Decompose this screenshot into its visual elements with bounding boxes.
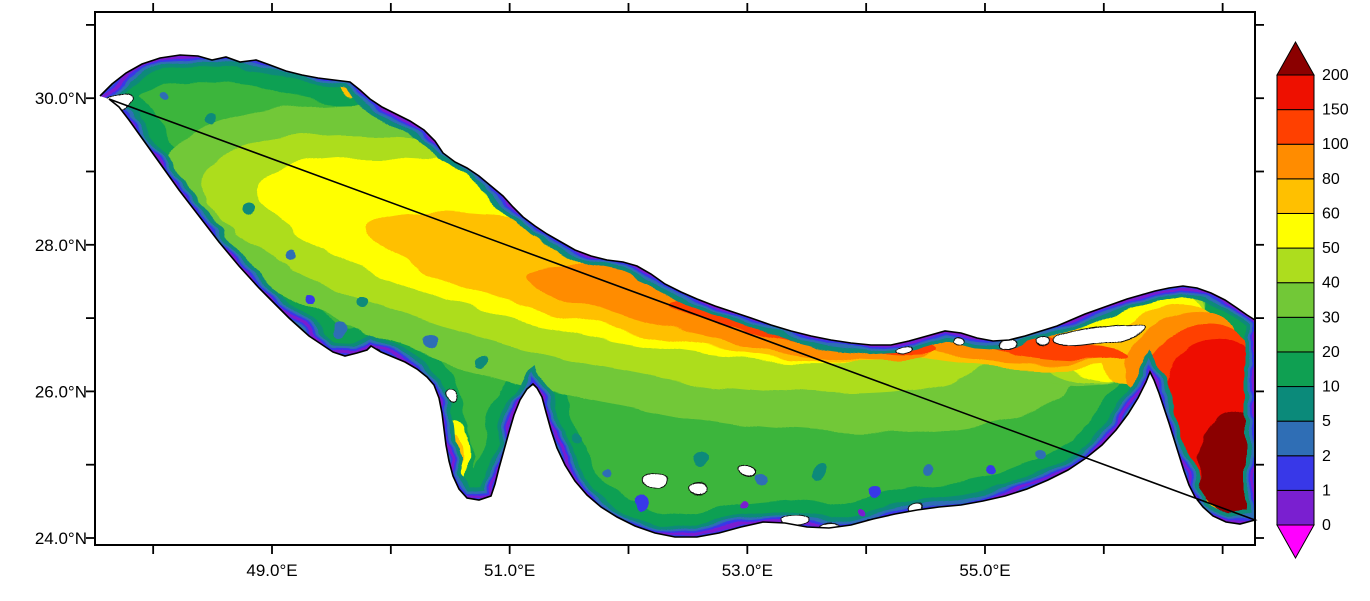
colorbar-level-label: 40 — [1322, 275, 1340, 292]
colorbar-level-label: 0 — [1322, 517, 1331, 534]
circle-shape — [423, 335, 437, 349]
circle-shape — [741, 501, 749, 509]
lat-tick-label: 30.0°N — [35, 89, 87, 108]
colorbar-over-arrow — [1276, 40, 1315, 76]
circle-shape — [570, 435, 580, 445]
colorbar-level-label: 30 — [1322, 309, 1340, 326]
circle-shape — [985, 465, 995, 475]
ellipse-shape — [363, 349, 381, 363]
ellipse-shape — [894, 345, 910, 355]
map-area — [94, 11, 1258, 546]
colorbar-level-label: 20 — [1322, 344, 1340, 361]
ellipse-shape — [738, 465, 756, 477]
circle-shape — [605, 465, 615, 475]
colorbar-level-label: 5 — [1322, 413, 1331, 430]
circle-shape — [305, 295, 315, 305]
colorbar-cell — [1276, 351, 1315, 388]
colorbar-cell — [1276, 212, 1315, 249]
coastline-outline — [99, 54, 1258, 538]
ellipse-shape — [950, 336, 964, 346]
colorbar: 0 1 2 5 10 20 30 40 50 60 80 100 150 200 — [1276, 40, 1349, 560]
lat-tick-label: 24.0°N — [35, 529, 87, 548]
axes: 49.0°E 51.0°E 53.0°E 55.0°E 30.0°N 28.0°N 26.0… — [35, 3, 1264, 580]
ellipse-shape — [690, 485, 710, 499]
ellipse-shape — [389, 383, 431, 433]
colorbar-cell — [1276, 109, 1315, 145]
circle-shape — [285, 250, 295, 260]
circle-shape — [476, 354, 488, 366]
lat-tick-label: 26.0°N — [35, 382, 87, 401]
circle-shape — [813, 463, 827, 477]
colorbar-cell — [1276, 386, 1315, 422]
colorbar-cell — [1276, 143, 1315, 180]
circle-shape — [333, 323, 347, 337]
lon-tick-label: 51.0°E — [484, 561, 535, 580]
colorbar-level-label: 100 — [1322, 136, 1349, 153]
colorbar-cell — [1276, 420, 1315, 457]
colorbar-level-label: 80 — [1322, 171, 1340, 188]
ellipse-shape — [1052, 322, 1148, 346]
circle-shape — [204, 114, 216, 126]
colorbar-cell — [1276, 74, 1315, 111]
colorbar-level-label: 200 — [1322, 67, 1349, 84]
colorbar-cell — [1276, 489, 1315, 526]
colorbar-level-label: 150 — [1322, 102, 1349, 119]
depth-contours — [100, 55, 1255, 537]
circle-shape — [856, 506, 864, 514]
colorbar-level-label: 50 — [1322, 240, 1340, 257]
circle-shape — [754, 472, 766, 484]
colorbar-cell — [1276, 178, 1315, 214]
colorbar-cell — [1276, 247, 1315, 284]
colorbar-level-label: 1 — [1322, 482, 1331, 499]
shallow-speckles — [160, 90, 1045, 519]
colorbar-cell — [1276, 282, 1315, 318]
gulf-water-fill — [100, 55, 1255, 537]
circle-shape — [160, 90, 170, 100]
circle-shape — [872, 486, 884, 498]
lon-tick-label: 55.0°E — [959, 561, 1010, 580]
lon-tick-label: 53.0°E — [722, 561, 773, 580]
colorbar-level-label: 60 — [1322, 205, 1340, 222]
colorbar-under-arrow — [1276, 524, 1315, 560]
circle-shape — [244, 204, 256, 216]
colorbar-level-label: 2 — [1322, 448, 1331, 465]
ellipse-shape — [999, 341, 1017, 351]
ellipse-shape — [641, 471, 669, 489]
colorbar-level-label: 10 — [1322, 379, 1340, 396]
circle-shape — [634, 494, 646, 506]
circle-shape — [1035, 450, 1045, 460]
lon-tick-label: 49.0°E — [246, 561, 297, 580]
ellipse-shape — [445, 389, 459, 407]
ellipse-shape — [1034, 339, 1050, 349]
lat-tick-label: 28.0°N — [35, 236, 87, 255]
circle-shape — [692, 454, 708, 470]
colorbar-cell — [1276, 316, 1315, 353]
circle-shape — [925, 463, 935, 473]
plot-frame — [94, 11, 1256, 546]
circle-shape — [359, 296, 371, 308]
colorbar-cell — [1276, 455, 1315, 491]
